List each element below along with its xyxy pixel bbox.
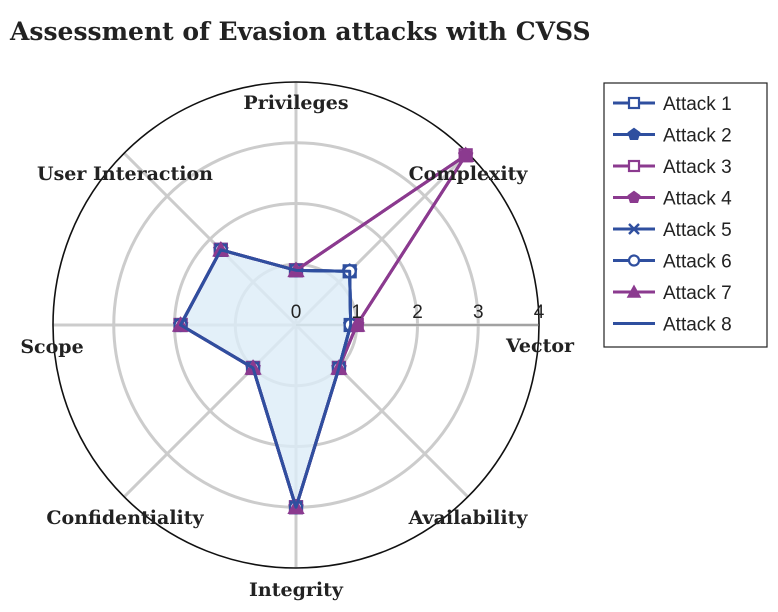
series-marker [627, 159, 641, 173]
chart-title: Assessment of Evasion attacks with CVSS [9, 17, 591, 46]
axis-label-scope: Scope [20, 336, 83, 358]
series-8 [179, 248, 353, 509]
series-marker [627, 127, 641, 141]
series-marker [626, 284, 642, 298]
series-marker [457, 146, 475, 163]
legend-box [603, 82, 768, 348]
radial-tick-labels: 0 1 2 3 4 [291, 302, 545, 323]
legend-label: Attack 2 [663, 126, 732, 147]
legend-entry: Attack 8 [613, 315, 732, 336]
tick-label: 3 [473, 302, 484, 323]
tick-label: 1 [351, 302, 362, 323]
series-marker [348, 316, 366, 332]
axis-label-confidentiality: Confidentiality [46, 507, 204, 529]
legend: Attack 1 Attack 2 Attack 3 Attack 4 Attack 5… [603, 82, 768, 348]
axis-label-integrity: Integrity [249, 579, 344, 601]
legend-entry: Attack 1 [613, 94, 732, 115]
series-line [179, 248, 353, 509]
radar-series [171, 146, 475, 515]
legend-label: Attack 6 [663, 252, 732, 273]
series-marker [627, 190, 641, 204]
axis-label-availability: Availability [408, 507, 529, 529]
legend-entry: Attack 3 [613, 157, 732, 178]
legend-entry: Attack 5 [613, 220, 732, 241]
legend-label: Attack 4 [663, 189, 732, 210]
series-marker [627, 96, 641, 110]
radar-fill [180, 249, 351, 508]
axis-labels: Vector Complexity Privileges User Interacti… [20, 92, 575, 601]
legend-entry: Attack 2 [613, 126, 732, 147]
series-marker [628, 223, 640, 235]
tick-label: 2 [412, 302, 423, 323]
legend-label: Attack 7 [663, 283, 732, 304]
series-marker [627, 254, 641, 267]
axis-label-user-interaction: User Interaction [37, 163, 213, 185]
legend-label: Attack 3 [663, 157, 732, 178]
legend-label: Attack 1 [663, 94, 732, 115]
axis-label-vector: Vector [505, 335, 575, 357]
legend-entry: Attack 6 [613, 252, 732, 273]
legend-entry: Attack 7 [613, 283, 732, 304]
axis-label-complexity: Complexity [409, 163, 529, 185]
axis-label-privileges: Privileges [243, 92, 348, 114]
legend-label: Attack 8 [663, 315, 732, 336]
legend-entry: Attack 4 [613, 189, 732, 210]
legend-label: Attack 5 [663, 220, 732, 241]
tick-label: 4 [534, 302, 545, 323]
radar-fill-area [180, 249, 351, 508]
tick-label: 0 [291, 302, 302, 323]
